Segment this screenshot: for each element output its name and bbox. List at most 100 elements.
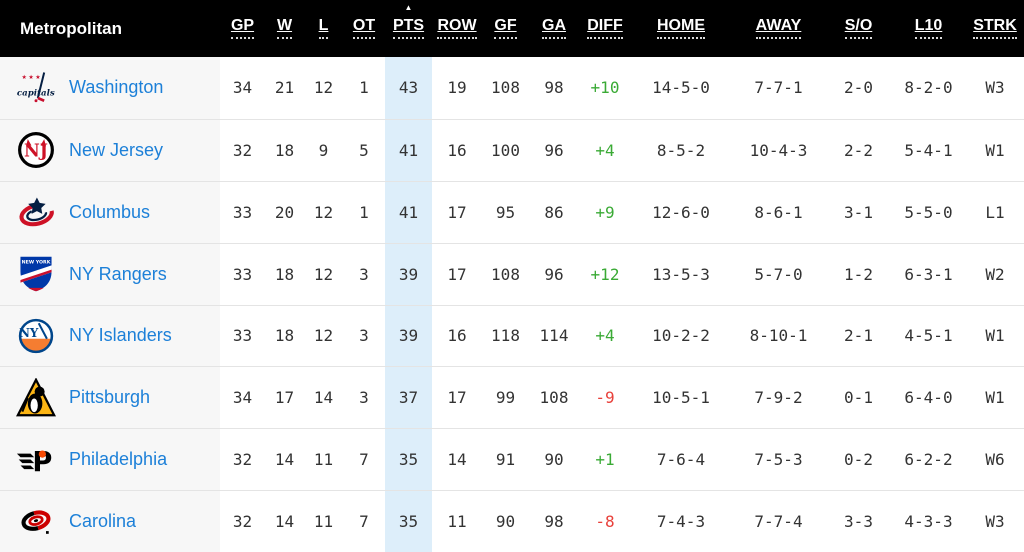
team-cell: ★ ★ ★ capitals Washington xyxy=(0,57,220,119)
team-link-columbus[interactable]: Columbus xyxy=(69,201,151,222)
team-link-washington[interactable]: Washington xyxy=(69,77,164,98)
team-link-philadelphia[interactable]: Philadelphia xyxy=(69,449,168,470)
ot-value: 3 xyxy=(359,264,369,284)
last10-record-value: 4-3-3 xyxy=(904,512,953,532)
w-value: 18 xyxy=(274,326,295,346)
svg-text:NJ: NJ xyxy=(24,142,48,162)
column-header-label[interactable]: L10 xyxy=(914,17,943,39)
w-value: 20 xyxy=(274,202,295,222)
table-header: Metropolitan GP W L OT ▲ PTS ROW GF GA DI… xyxy=(0,0,1024,57)
column-header-label[interactable]: GA xyxy=(542,17,566,39)
column-header-label[interactable]: S/O xyxy=(844,17,873,39)
column-header-strk[interactable]: STRK xyxy=(966,0,1024,57)
ot-value: 7 xyxy=(359,450,369,470)
column-header-ga[interactable]: GA xyxy=(529,0,579,57)
column-header-so[interactable]: S/O xyxy=(826,0,891,57)
column-header-label[interactable]: STRK xyxy=(973,17,1017,39)
column-header-label[interactable]: ROW xyxy=(437,17,477,39)
away-record-value: 8-10-1 xyxy=(749,326,808,346)
column-header-label[interactable]: GF xyxy=(494,17,517,39)
l-value: 11 xyxy=(313,450,334,470)
diff-value: +4 xyxy=(595,326,615,346)
diff-value: -9 xyxy=(595,388,615,408)
column-header-label[interactable]: OT xyxy=(352,17,376,39)
ga-value: 98 xyxy=(544,512,564,532)
shootout-record-value: 2-2 xyxy=(844,140,873,160)
column-header-diff[interactable]: DIFF xyxy=(579,0,631,57)
table-row: Carolina 32 14 11 7 35 11 90 98 -8 7-4-3… xyxy=(0,490,1024,552)
column-header-label[interactable]: L xyxy=(318,17,329,39)
gf-value: 118 xyxy=(491,326,520,346)
team-cell: NEW YORK NY Rangers xyxy=(0,243,220,305)
away-record-value: 8-6-1 xyxy=(754,202,803,222)
last10-record-value: 8-2-0 xyxy=(904,78,953,98)
pts-value: 39 xyxy=(385,305,432,367)
column-header-w[interactable]: W xyxy=(265,0,304,57)
ot-value: 3 xyxy=(359,388,369,408)
row-value: 17 xyxy=(447,264,467,284)
ot-value: 5 xyxy=(359,140,369,160)
team-cell: Carolina xyxy=(0,491,220,552)
columbus-blue-jackets-logo[interactable] xyxy=(16,191,56,233)
streak-value: W3 xyxy=(985,512,1005,532)
ny-islanders-logo[interactable]: NY xyxy=(16,315,56,357)
column-header-row[interactable]: ROW xyxy=(432,0,482,57)
team-link-ny-rangers[interactable]: NY Rangers xyxy=(69,263,167,284)
team-link-new-jersey[interactable]: New Jersey xyxy=(69,139,164,160)
team-cell: Columbus xyxy=(0,181,220,243)
column-header-label[interactable]: HOME xyxy=(657,17,705,39)
column-header-l10[interactable]: L10 xyxy=(891,0,966,57)
shootout-record-value: 3-1 xyxy=(844,202,873,222)
pts-value: 41 xyxy=(385,119,432,181)
away-record-value: 5-7-0 xyxy=(754,264,803,284)
column-header-label[interactable]: AWAY xyxy=(755,17,802,39)
team-cell: NY NY Islanders xyxy=(0,305,220,367)
pittsburgh-penguins-logo[interactable] xyxy=(16,377,56,419)
column-header-label[interactable]: GP xyxy=(230,17,255,39)
row-value: 17 xyxy=(447,388,467,408)
column-header-l[interactable]: L xyxy=(304,0,343,57)
ga-value: 90 xyxy=(544,450,564,470)
home-record-value: 7-4-3 xyxy=(656,512,706,532)
carolina-hurricanes-logo[interactable] xyxy=(16,501,56,543)
column-header-label[interactable]: PTS xyxy=(392,17,425,39)
gp-value: 34 xyxy=(232,78,253,98)
streak-value: L1 xyxy=(985,202,1005,222)
ga-value: 96 xyxy=(544,140,564,160)
away-record-value: 7-9-2 xyxy=(754,388,803,408)
gf-value: 91 xyxy=(495,450,516,470)
table-row: ★ ★ ★ capitals Washington 34 21 12 1 43 … xyxy=(0,57,1024,119)
l-value: 14 xyxy=(313,388,334,408)
row-value: 19 xyxy=(447,78,467,98)
team-cell: P Philadelphia xyxy=(0,429,220,491)
diff-value: +9 xyxy=(595,202,615,222)
column-header-ot[interactable]: OT xyxy=(343,0,385,57)
diff-value: +12 xyxy=(590,264,620,284)
column-header-label[interactable]: W xyxy=(276,17,293,39)
column-header-label[interactable]: DIFF xyxy=(587,17,623,39)
column-header-gp[interactable]: GP xyxy=(220,0,265,57)
home-record-value: 10-5-1 xyxy=(652,388,710,408)
away-record-value: 7-7-4 xyxy=(754,512,803,532)
new-jersey-devils-logo[interactable]: NJ xyxy=(16,129,56,171)
column-header-pts[interactable]: ▲ PTS xyxy=(385,0,432,57)
column-header-home[interactable]: HOME xyxy=(631,0,731,57)
division-title: Metropolitan xyxy=(20,18,122,38)
away-record-value: 10-4-3 xyxy=(749,140,808,160)
team-link-carolina[interactable]: Carolina xyxy=(69,511,137,532)
last10-record-value: 4-5-1 xyxy=(904,326,953,346)
column-header-away[interactable]: AWAY xyxy=(731,0,826,57)
washington-capitals-logo[interactable]: ★ ★ ★ capitals xyxy=(16,67,56,109)
column-header-gf[interactable]: GF xyxy=(482,0,529,57)
table-body: ★ ★ ★ capitals Washington 34 21 12 1 43 … xyxy=(0,57,1024,552)
row-value: 11 xyxy=(447,512,467,532)
team-link-ny-islanders[interactable]: NY Islanders xyxy=(69,325,172,346)
diff-value: +4 xyxy=(595,140,615,160)
away-record-value: 7-7-1 xyxy=(754,78,803,98)
team-link-pittsburgh[interactable]: Pittsburgh xyxy=(69,387,151,408)
gp-value: 32 xyxy=(232,140,253,160)
philadelphia-flyers-logo[interactable]: P xyxy=(16,439,56,481)
home-record-value: 8-5-2 xyxy=(656,140,706,160)
diff-value: -8 xyxy=(595,512,615,532)
ny-rangers-logo[interactable]: NEW YORK xyxy=(16,253,56,295)
